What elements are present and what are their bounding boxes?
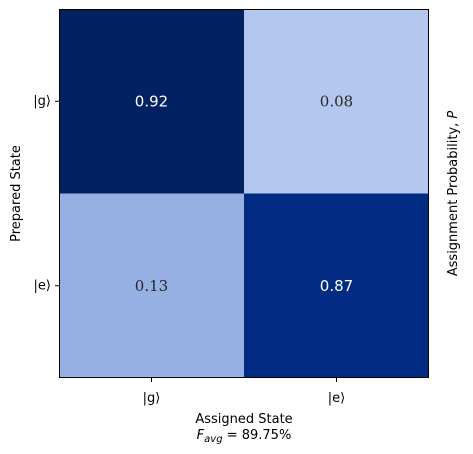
heatmap-cell (244, 9, 429, 194)
cell-value-label: 0.87 (320, 277, 353, 295)
colorbar-label: Assignment Probability, P (446, 111, 461, 277)
heatmap-cell (244, 193, 429, 378)
x-tick-label: |g⟩ (143, 391, 161, 406)
plot-frame (59, 9, 429, 378)
heatmap-cell (59, 9, 244, 194)
cell-value-label: 0.13 (135, 277, 168, 295)
fidelity-symbol: F (197, 428, 205, 443)
colorbar-label-text: Assignment Probability, (446, 119, 461, 277)
x-tick-label: |e⟩ (328, 391, 345, 406)
fidelity-label: Favg = 89.75% (197, 428, 292, 445)
fidelity-value: 89.75% (242, 428, 292, 443)
y-axis-label: Prepared State (9, 145, 24, 242)
heatmap-cells: 0.92 0.08 0.13 0.87 (59, 9, 429, 378)
colorbar-label-symbol: P (446, 111, 461, 119)
fidelity-equals: = (223, 428, 242, 443)
fidelity-subscript: avg (204, 434, 222, 445)
x-axis-label: Assigned State (195, 412, 292, 427)
cell-value-label: 0.08 (320, 92, 353, 110)
axis-ticks: |g⟩ |e⟩ |g⟩ |e⟩ (33, 94, 345, 406)
y-tick-label: |e⟩ (34, 278, 51, 293)
y-tick-label: |g⟩ (33, 94, 51, 109)
cell-value-label: 0.92 (135, 92, 168, 110)
heatmap-cell (59, 193, 244, 378)
